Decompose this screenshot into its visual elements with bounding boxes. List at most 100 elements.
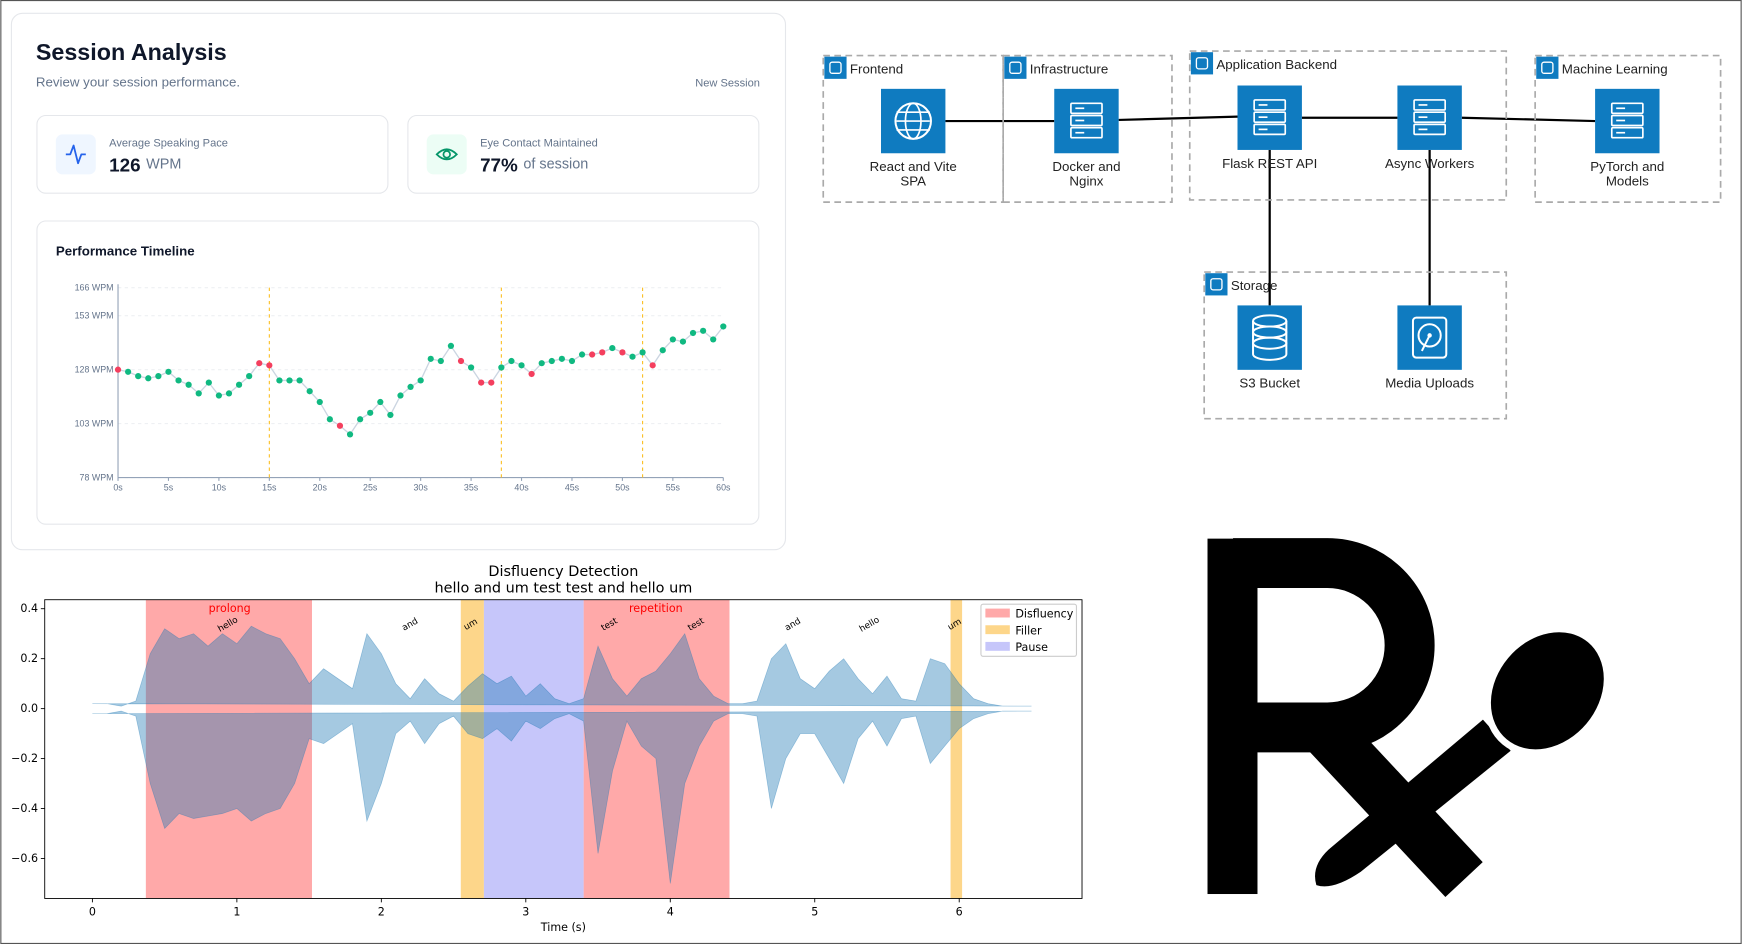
point [689,329,697,337]
eye-icon [442,150,451,159]
legend-label: Disfluency [1015,608,1073,621]
edge [1461,116,1596,123]
timeline-card [36,220,760,525]
point [195,390,202,397]
legend-swatch [985,608,1010,618]
node-label: S3 Bucket [1239,376,1300,391]
point [357,416,364,423]
node-box [1054,88,1119,154]
legend-swatch [985,641,1010,651]
group-icon [824,56,847,79]
node-label: Nginx [1069,174,1103,189]
y-tick-label: 78 WPM [80,473,114,483]
group-icon-glyph [829,61,842,74]
x-tick-label: 25s [363,483,378,493]
node-label: Models [1606,174,1649,189]
group-label: Application Backend [1216,57,1337,72]
edge [1118,115,1238,122]
icon-part [1413,111,1447,123]
stat-card [407,114,760,194]
icon-part [1070,114,1103,127]
point [578,351,586,358]
x-tick-label: 5 [811,905,818,918]
point [175,377,182,384]
region-label: prolong [209,602,251,615]
point [114,366,122,373]
point [679,338,687,345]
group-icon [1190,52,1214,75]
x-tick-label: 3 [522,905,529,918]
icon-part [1070,126,1103,139]
point [387,411,394,419]
point [609,344,616,352]
group-icon-glyph [1009,61,1022,74]
point [124,368,132,375]
group-icon-glyph [1541,61,1554,74]
y-tick-label: −0.6 [11,852,38,865]
point [538,360,545,367]
group-box [1188,50,1508,201]
icon-part [1413,99,1447,111]
point [447,342,455,350]
point [437,357,444,365]
point [397,392,404,399]
chart-title: Performance Timeline [56,243,195,258]
node-box [1397,85,1462,150]
node-label: SPA [900,174,926,189]
icon-part [1417,323,1442,348]
point [518,362,525,369]
icon-part [1253,99,1287,111]
point [467,364,475,371]
group-box [1002,54,1173,203]
legend-swatch [985,625,1010,635]
point [326,416,333,423]
point [568,357,576,365]
point [669,336,676,343]
point [710,336,717,343]
point [377,398,384,406]
point [276,377,283,384]
x-tick-label: 1 [233,905,240,918]
group-label: Storage [1231,278,1278,293]
point [246,373,253,380]
stat-card [36,114,389,194]
point [700,327,707,334]
y-tick-label: 0.2 [20,652,38,665]
node: Flask REST API [1222,85,1317,171]
point [316,398,323,406]
group-box [1534,54,1722,203]
x-tick-label: 10s [212,483,227,493]
eye-icon [435,148,459,161]
icon-part [1610,114,1644,127]
point [256,360,263,367]
node-label: Media Uploads [1385,376,1474,391]
stat-label: Eye Contact Maintained [480,137,598,149]
y-tick-label: 0.0 [20,702,38,715]
point [457,357,465,365]
group-box [822,54,1004,203]
node-label: PyTorch and [1590,159,1664,174]
group-label: Infrastructure [1030,61,1108,76]
stat-value: 77% of session [480,154,588,175]
logo [1207,538,1611,898]
point [235,381,243,388]
x-tick-label: 30s [414,483,429,493]
y-tick-label: 0.4 [20,602,38,615]
group-label: Machine Learning [1562,61,1668,76]
pulse-icon [65,144,86,165]
node-box [1237,85,1302,150]
icon-part [1413,123,1447,136]
point [286,377,293,384]
point [558,355,565,362]
icon-part [1411,316,1448,359]
new-session-button[interactable]: New Session [695,77,760,89]
point [478,379,485,386]
node-label: Async Workers [1385,156,1475,171]
stat-value: 126 WPM [109,154,181,175]
node-box [1595,88,1660,154]
region [483,599,584,899]
